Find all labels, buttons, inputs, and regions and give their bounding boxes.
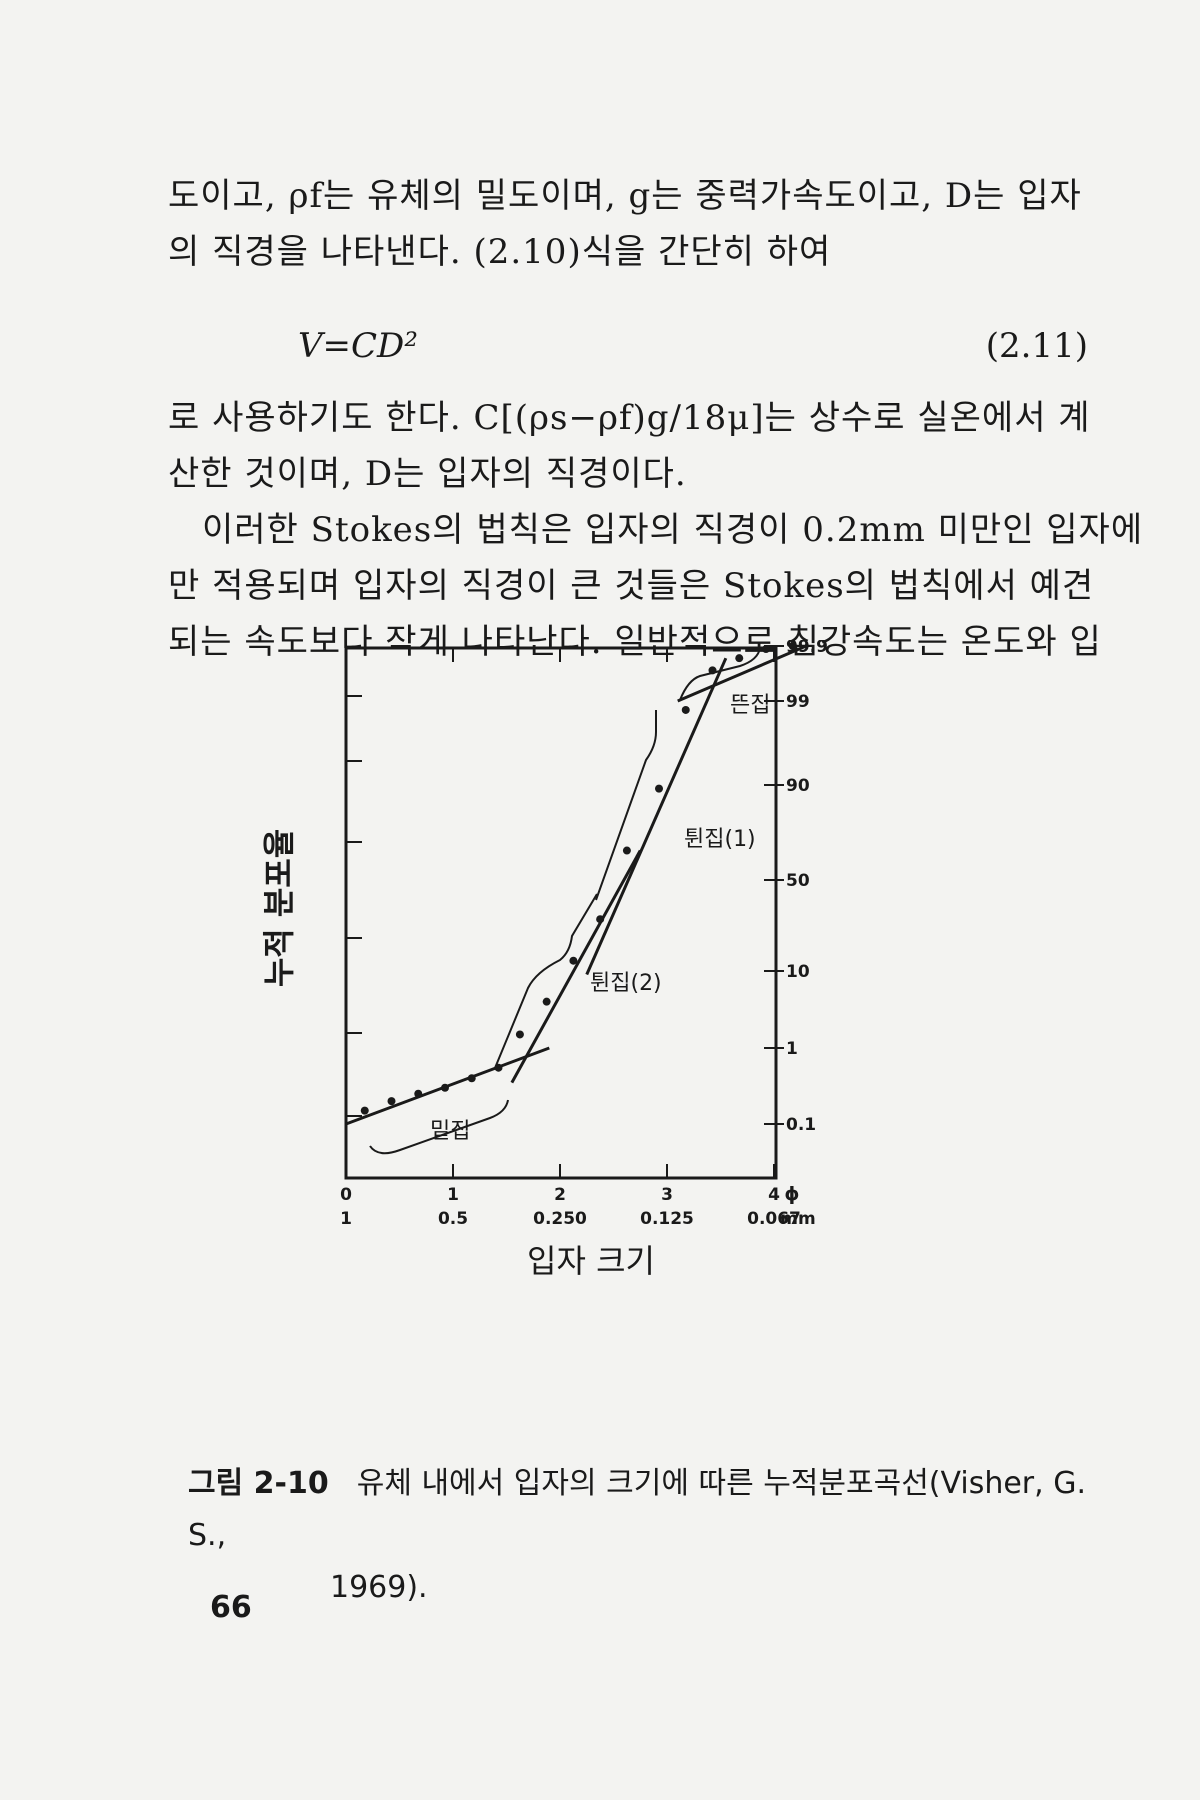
data-point [788,642,797,650]
paragraph-2: 로 사용하기도 한다. C[(ρs−ρf)g/18μ]는 상수로 실온에서 계 … [168,390,1091,502]
x-axis-title: 입자 크기 [527,1242,655,1280]
bracket [494,893,598,1069]
text-line: 도이고, ρf는 유체의 밀도이며, g는 중력가속도이고, D는 입자 [168,176,1082,216]
data-point [596,915,605,924]
y-tick-label: 99.9 [786,640,828,657]
x-tick-label-phi: 0 [340,1185,352,1205]
equation-2-11: V=CD² (2.11) [168,318,1088,374]
data-point [467,1074,476,1083]
text-line: 로 사용하기도 한다. C[(ρs−ρf)g/18μ]는 상수로 실온에서 계 [168,398,1091,438]
x-tick-label-phi: 1 [447,1185,459,1205]
text-line: 산한 것이며, D는 입자의 직경이다. [168,454,687,494]
y-axis-title: 누적 분포율 [260,829,298,987]
x-tick-label-phi: 2 [554,1185,566,1205]
data-point [681,705,690,714]
population-label: 뜬집 [730,693,770,718]
y-tick-label: 10 [786,962,810,982]
text-line: 만 적용되며 입자의 직경이 큰 것들은 Stokes의 법칙에서 예견 [168,566,1095,606]
data-point [622,846,631,855]
data-point [542,997,551,1006]
population-brackets: 밑집 튄집(2) 튄집(1) 뜬집 [369,647,770,1155]
segment-line [677,644,807,703]
text-line: 의 직경을 나타낸다. (2.10)식을 간단히 하여 [168,232,832,272]
data-point [494,1063,503,1072]
data-point [569,956,578,965]
data-points [360,642,797,1115]
bracket [369,1099,509,1155]
x-unit-phi: ϕ [784,1183,799,1205]
paragraph-3: 이러한 Stokes의 법칙은 입자의 직경이 0.2mm 미만인 입자에 만 … [168,502,1144,670]
caption-text-continued: 1969). [330,1570,428,1605]
y-tick-label: 50 [786,871,810,891]
caption-text: 유체 내에서 입자의 크기에 따른 누적분포곡선(Visher, G. S., [188,1466,1086,1553]
figure-caption: 그림 2-10 유체 내에서 입자의 크기에 따른 누적분포곡선(Visher, … [188,1458,1108,1614]
cumulative-distribution-figure: 밑집 튄집(2) 튄집(1) 뜬집 0 1 1 0.5 2 0.250 3 0.125 4 0.067 ϕ… [260,640,828,1280]
axis-labels: 0 1 1 0.5 2 0.250 3 0.125 4 0.067 ϕ mm 99.9 99 90 50 10 1… [260,640,828,1280]
y-tick-label: 99 [786,692,810,712]
segment-line [585,657,728,976]
data-point [441,1083,449,1092]
y-tick-label: 0.1 [786,1115,816,1135]
y-tick-label: 90 [786,776,810,796]
text-line: 이러한 Stokes의 법칙은 입자의 직경이 0.2mm 미만인 입자에 [202,510,1144,550]
y-tick-label: 1 [786,1039,798,1059]
text-line: 되는 속도보다 작게 나타난다. 일반적으로 침강속도는 온도와 입 [168,622,1102,662]
axis-ticks [345,645,784,1178]
data-point [735,654,744,663]
bracket [679,647,761,701]
data-point [515,1030,524,1039]
data-point [708,666,717,675]
caption-label: 그림 2-10 [188,1466,329,1501]
equation-number: (2.11) [985,326,1088,366]
bracket [595,710,657,901]
segment-line [510,849,642,1084]
x-tick-label-mm: 0.5 [438,1209,468,1229]
x-tick-label-mm: 0.250 [533,1209,587,1229]
x-tick-label-phi: 3 [661,1185,673,1205]
x-tick-label-mm: 1 [340,1209,352,1229]
x-unit-mm: mm [780,1209,815,1229]
data-point [387,1097,396,1106]
x-tick-label-mm: 0.067 [747,1209,801,1229]
population-label: 튄집(2) [590,971,662,996]
data-point [762,645,770,654]
equation-expression: V=CD² [298,326,418,366]
x-tick-label-phi: 4 [768,1185,780,1205]
x-tick-label-mm: 0.125 [640,1209,694,1229]
data-point [655,784,663,793]
data-point [414,1089,423,1098]
population-label: 밑집 [430,1119,470,1144]
population-label: 튄집(1) [684,827,756,852]
page-number: 66 [210,1590,252,1625]
data-point [360,1106,369,1115]
paragraph-1: 도이고, ρf는 유체의 밀도이며, g는 중력가속도이고, D는 입자 의 직… [168,168,1088,280]
